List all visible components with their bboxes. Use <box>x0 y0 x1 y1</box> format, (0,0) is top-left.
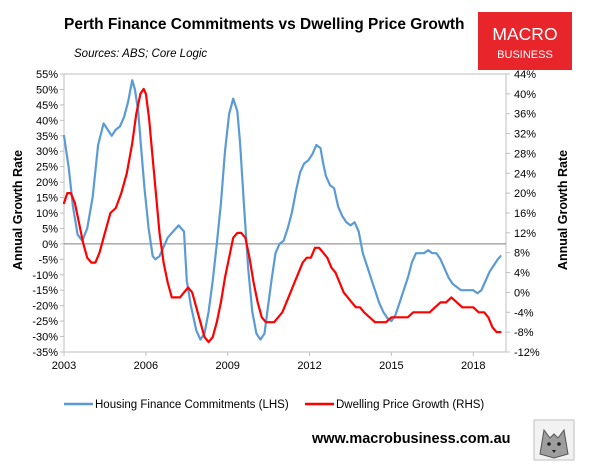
right-tick-label: 24% <box>514 168 536 180</box>
right-tick-label: 4% <box>514 268 530 280</box>
left-tick-label: 10% <box>36 208 58 220</box>
left-tick-label: 50% <box>36 84 58 96</box>
right-tick-label: 36% <box>514 109 536 121</box>
legend: Housing Finance Commitments (LHS) Dwelli… <box>64 399 484 411</box>
left-tick-label: 25% <box>36 162 58 174</box>
logo-line1: MACRO <box>492 24 557 44</box>
right-tick-label: 28% <box>514 148 536 160</box>
footer-url: www.macrobusiness.com.au <box>311 431 511 447</box>
left-tick-label: 30% <box>36 146 58 158</box>
x-axis: 2003 2006 2009 2012 2015 2018 <box>52 352 486 372</box>
left-tick-label: 0% <box>42 239 58 251</box>
macrobusiness-logo: MACRO BUSINESS <box>478 12 572 70</box>
legend-label-price: Dwelling Price Growth (RHS) <box>336 399 484 411</box>
right-tick-label: 16% <box>514 208 536 220</box>
series-layer <box>62 79 502 344</box>
right-tick-label: -4% <box>514 307 534 319</box>
right-axis-title: Annual Growth Rate <box>556 150 570 270</box>
left-tick-label: -10% <box>32 270 58 282</box>
left-tick-label: 40% <box>36 115 58 127</box>
plot-area: 55% 50% 45% 40% 35% 30% 25% 20% 15% 10% 5% 0% -5% -10… <box>32 69 540 372</box>
left-axis: 55% 50% 45% 40% 35% 30% 25% 20% 15% 10% 5% 0% -5% -10… <box>32 69 64 359</box>
right-tick-label: -12% <box>514 347 540 359</box>
wolf-icon <box>533 419 575 461</box>
left-tick-label: 35% <box>36 131 58 143</box>
logo-line2: BUSINESS <box>497 49 553 61</box>
right-tick-label: 40% <box>514 89 536 101</box>
logo-background <box>478 12 572 70</box>
left-tick-label: 15% <box>36 193 58 205</box>
right-tick-label: 44% <box>514 69 536 81</box>
left-axis-title: Annual Growth Rate <box>11 150 25 270</box>
right-tick-label: 8% <box>514 248 530 260</box>
left-tick-label: -30% <box>32 332 58 344</box>
x-tick-label: 2009 <box>215 360 239 372</box>
right-tick-label: 12% <box>514 228 536 240</box>
left-tick-label: 20% <box>36 177 58 189</box>
chart-title: Perth Finance Commitments vs Dwelling Pr… <box>64 16 465 33</box>
x-tick-label: 2003 <box>52 360 76 372</box>
left-tick-label: -5% <box>38 254 58 266</box>
left-tick-label: 55% <box>36 69 58 81</box>
right-tick-label: -8% <box>514 327 534 339</box>
left-tick-label: -20% <box>32 301 58 313</box>
left-tick-label: -15% <box>32 285 58 297</box>
left-tick-label: -35% <box>32 347 58 359</box>
x-tick-label: 2015 <box>379 360 403 372</box>
series-line-housing-finance <box>62 79 502 341</box>
right-tick-label: 0% <box>514 287 530 299</box>
series-line-dwelling-price <box>62 87 502 344</box>
left-tick-label: 5% <box>42 223 58 235</box>
right-axis: 44% 40% 36% 32% 28% 24% 20% 16% 12% 8% 4% 0% -4% -8% -… <box>506 69 540 359</box>
x-tick-label: 2006 <box>134 360 158 372</box>
x-tick-label: 2018 <box>461 360 485 372</box>
left-tick-label: -25% <box>32 316 58 328</box>
plot-frame <box>63 73 507 353</box>
legend-label-finance: Housing Finance Commitments (LHS) <box>95 399 289 411</box>
right-tick-label: 20% <box>514 188 536 200</box>
left-tick-label: 45% <box>36 100 58 112</box>
x-tick-label: 2012 <box>297 360 321 372</box>
right-tick-label: 32% <box>514 129 536 141</box>
chart-subtitle: Sources: ABS; Core Logic <box>74 48 207 60</box>
